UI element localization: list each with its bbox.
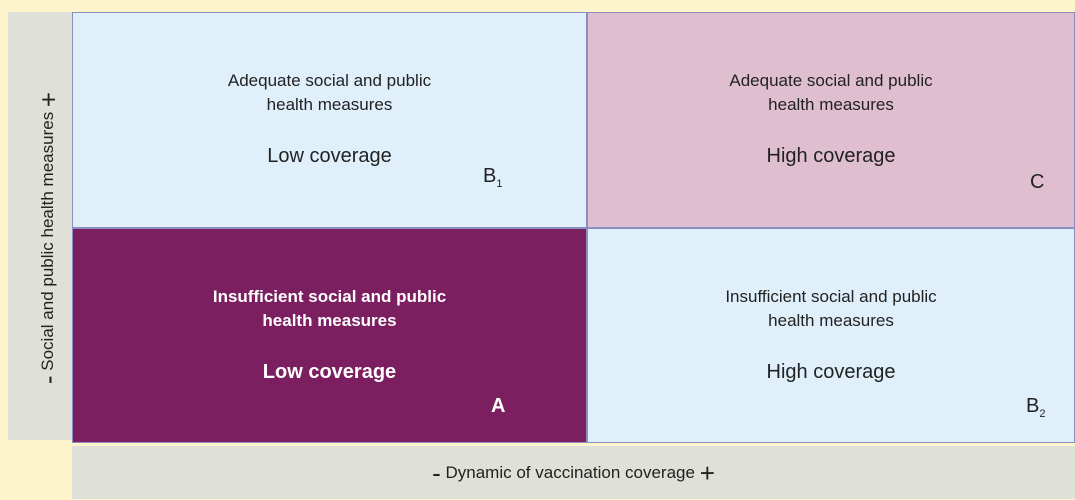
quadrant-label: C bbox=[1030, 171, 1044, 194]
measures: Insufficient social and public health me… bbox=[725, 287, 937, 330]
letter: B bbox=[483, 165, 497, 187]
letter: A bbox=[491, 395, 506, 417]
x-minus: - bbox=[432, 458, 441, 489]
quadrant: Adequate social and public health measur… bbox=[72, 12, 587, 228]
measures: Adequate social and public health measur… bbox=[227, 71, 432, 114]
y-axis-label: - Social and public health measures + bbox=[30, 24, 66, 452]
x-axis-text: Dynamic of vaccination coverage bbox=[445, 463, 695, 482]
letter: C bbox=[1030, 171, 1045, 193]
letter: B bbox=[1026, 395, 1040, 417]
x-axis-band: - Dynamic of vaccination coverage + bbox=[72, 446, 1075, 499]
quadrant: Adequate social and public health measur… bbox=[587, 12, 1075, 228]
measures: Insufficient social and public health me… bbox=[212, 287, 447, 330]
y-axis-band: - Social and public health measures + bbox=[8, 12, 72, 440]
coverage: Low coverage bbox=[262, 361, 397, 383]
coverage: High coverage bbox=[766, 145, 896, 167]
subscript: 1 bbox=[496, 178, 503, 190]
quadrant-label: B1 bbox=[483, 165, 502, 190]
y-plus: + bbox=[33, 91, 64, 108]
coverage: High coverage bbox=[766, 361, 896, 383]
y-minus: - bbox=[33, 375, 64, 385]
quadrant: Insufficient social and public health me… bbox=[72, 228, 587, 443]
quadrant: Insufficient social and public health me… bbox=[587, 228, 1075, 443]
x-plus: + bbox=[699, 458, 715, 489]
quadrant-label: B2 bbox=[1026, 395, 1045, 420]
subscript: 2 bbox=[1039, 408, 1046, 420]
coverage: Low coverage bbox=[267, 145, 392, 167]
y-axis-text: Social and public health measures bbox=[38, 111, 57, 371]
measures: Adequate social and public health measur… bbox=[729, 71, 933, 114]
quadrant-label: A bbox=[491, 395, 505, 418]
